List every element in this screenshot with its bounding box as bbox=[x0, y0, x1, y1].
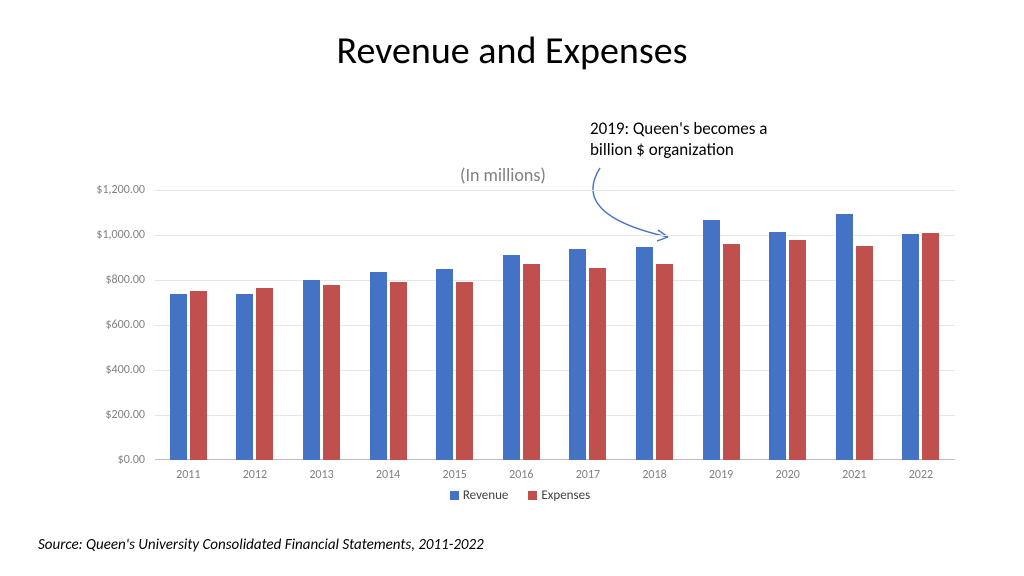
x-axis-label: 2019 bbox=[709, 468, 733, 482]
bar-revenue bbox=[236, 294, 253, 461]
bar-expenses bbox=[390, 282, 407, 460]
y-axis-label: $1,200.00 bbox=[96, 183, 145, 197]
bar-expenses bbox=[589, 268, 606, 460]
y-axis-label: $1,000.00 bbox=[96, 228, 145, 242]
x-axis-label: 2013 bbox=[309, 468, 333, 482]
legend-swatch bbox=[528, 491, 537, 500]
x-axis-label: 2016 bbox=[509, 468, 533, 482]
legend-swatch bbox=[450, 491, 459, 500]
x-axis-label: 2012 bbox=[243, 468, 267, 482]
bar-revenue bbox=[370, 272, 387, 460]
bar-revenue bbox=[170, 294, 187, 461]
source-note: Source: Queen's University Consolidated … bbox=[38, 536, 484, 554]
bar-expenses bbox=[723, 244, 740, 460]
x-axis-label: 2018 bbox=[642, 468, 666, 482]
chart-area: $0.00 $200.00 $400.00 $600.00 $800.00 $1,000.… bbox=[80, 100, 960, 500]
bar-revenue bbox=[703, 220, 720, 460]
x-axis-label: 2011 bbox=[176, 468, 200, 482]
legend-label: Revenue bbox=[463, 488, 509, 503]
y-axis-label: $400.00 bbox=[105, 363, 145, 377]
bar-expenses bbox=[456, 282, 473, 460]
bar-expenses bbox=[922, 233, 939, 460]
bar-revenue bbox=[636, 247, 653, 460]
gridline bbox=[155, 190, 955, 191]
plot-area: $0.00$200.00$400.00$600.00$800.00$1,000.… bbox=[155, 190, 955, 460]
bar-expenses bbox=[789, 240, 806, 461]
x-axis-label: 2017 bbox=[576, 468, 600, 482]
x-axis-label: 2021 bbox=[842, 468, 866, 482]
bar-expenses bbox=[656, 264, 673, 460]
y-axis-label: $0.00 bbox=[118, 453, 145, 467]
x-axis-label: 2014 bbox=[376, 468, 400, 482]
bar-revenue bbox=[902, 234, 919, 460]
x-axis-label: 2022 bbox=[909, 468, 933, 482]
bar-revenue bbox=[503, 255, 520, 460]
page-title: Revenue and Expenses bbox=[0, 28, 1024, 74]
legend-item: Revenue bbox=[450, 488, 509, 503]
bar-revenue bbox=[569, 249, 586, 461]
y-axis-label: $200.00 bbox=[105, 408, 145, 422]
bar-revenue bbox=[769, 232, 786, 460]
legend-item: Expenses bbox=[528, 488, 590, 503]
legend-label: Expenses bbox=[541, 488, 590, 503]
bar-revenue bbox=[436, 269, 453, 460]
bar-expenses bbox=[190, 291, 207, 460]
y-axis-label: $600.00 bbox=[105, 318, 145, 332]
bar-expenses bbox=[523, 264, 540, 460]
bar-expenses bbox=[856, 246, 873, 460]
chart-legend: Revenue Expenses bbox=[80, 488, 960, 503]
bar-revenue bbox=[303, 280, 320, 460]
bar-expenses bbox=[256, 288, 273, 460]
y-axis-label: $800.00 bbox=[105, 273, 145, 287]
bar-expenses bbox=[323, 285, 340, 461]
x-axis-label: 2020 bbox=[776, 468, 800, 482]
bar-revenue bbox=[836, 214, 853, 460]
x-axis-label: 2015 bbox=[443, 468, 467, 482]
